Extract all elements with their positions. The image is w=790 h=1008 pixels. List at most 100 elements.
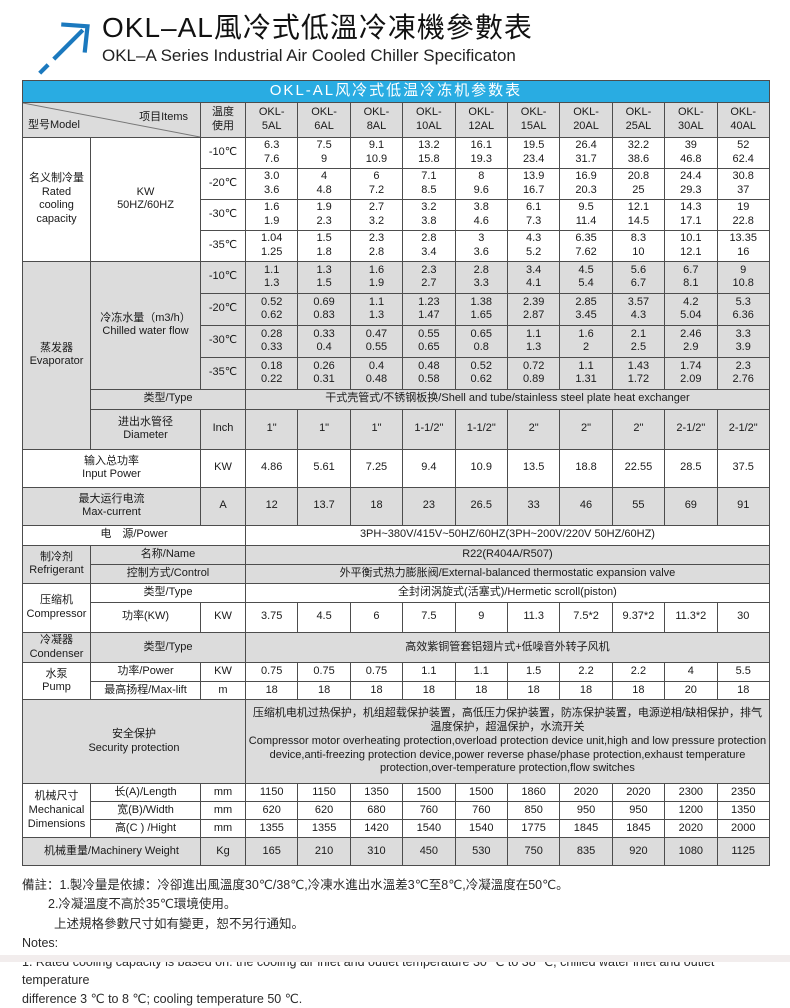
value-cell: 0.33 0.4	[297, 324, 351, 358]
compressor-type-row: 压缩机 Compressor 类型/Type 全封闭涡旋式(活塞式)/Hermet…	[22, 582, 770, 633]
value-cell: 2020	[611, 783, 666, 803]
security-label: 安全保护 Security protection	[22, 699, 246, 785]
value-cell: 8.3 10	[611, 229, 666, 262]
value-cell: 2"	[506, 408, 561, 450]
value-cell: 2.39 2.87	[506, 292, 561, 326]
value-cell: 1.1	[454, 662, 508, 683]
value-cell: 55	[611, 486, 666, 526]
value-cell: 210	[297, 837, 351, 867]
temp-cell: -35℃	[200, 229, 246, 262]
diameter-label: 进出水管径 Diameter	[90, 408, 201, 450]
value-cell: 6.1 7.3	[506, 198, 561, 231]
value-cell: 18	[349, 681, 404, 701]
value-cell: 2.2	[611, 662, 666, 683]
weight-row: 机械重量/Machinery Weight Kg 165 210 310 450 530…	[22, 837, 770, 867]
compressor-type-label: 类型/Type	[90, 582, 246, 603]
security-row: 安全保护 Security protection 压缩机电机过热保护，机组超载保护…	[22, 699, 770, 785]
value-cell: 6.7 8.1	[664, 260, 718, 294]
input-power-label: 输入总功率 Input Power	[22, 448, 201, 488]
value-cell: 30	[716, 601, 770, 633]
value-cell: 9 10.8	[716, 260, 770, 294]
spec-table: OKL-AL风冷式低温冷冻机参数表 型号Model 项目Items 温度 使用 …	[22, 80, 770, 867]
value-cell: 11.3	[506, 601, 561, 633]
value-cell: 4.2 5.04	[664, 292, 718, 326]
temp-cell: -30℃	[200, 324, 246, 358]
value-cell: 1150	[297, 783, 351, 803]
compressor-power-label: 功率(KW)	[90, 601, 201, 633]
value-cell: 13.5	[506, 448, 561, 488]
value-cell: 3.75	[244, 601, 299, 633]
temp-cell: -20℃	[200, 292, 246, 326]
cooling-label: 名义制冷量 Rated cooling capacity	[22, 136, 91, 262]
value-cell: 2.3 2.7	[402, 260, 456, 294]
value-cell: 24.4 29.3	[664, 167, 718, 200]
value-cell: 2300	[664, 783, 718, 803]
value-cell: 9	[454, 601, 508, 633]
note-line: 備註：1.製冷量是依據：冷卻進出風溫度30℃/38℃,冷凍水進出水溫差3℃至8℃…	[22, 878, 569, 893]
value-cell: 4	[664, 662, 718, 683]
input-power-row: 输入总功率 Input Power KW 4.86 5.61 7.25 9.4 10.9 1…	[22, 448, 770, 488]
value-cell: 620	[297, 801, 351, 821]
value-cell: 1540	[402, 819, 456, 839]
compressor-label: 压缩机 Compressor	[22, 582, 91, 633]
page-header: OKL–AL風冷式低溫冷凍機參數表 OKL–A Series Industria…	[0, 0, 790, 80]
value-cell: 2020	[664, 819, 718, 839]
value-cell: 1.3 1.5	[297, 260, 351, 294]
value-cell: 1150	[244, 783, 299, 803]
value-cell: 3 3.6	[454, 229, 508, 262]
value-cell: 37.5	[716, 448, 770, 488]
value-cell: 950	[559, 801, 613, 821]
value-cell: OKL- 25AL	[611, 101, 666, 138]
value-cell: 0.18 0.22	[244, 356, 299, 390]
evaporator-row: -20℃ 0.52 0.62 0.69 0.83 1.1 1.3 1.23 1.47 1.38 1…	[23, 292, 770, 326]
value-cell: 2"	[611, 408, 666, 450]
temp-use-header: 温度 使用	[200, 101, 246, 138]
value-cell: 5.5	[716, 662, 770, 683]
value-cell: 18	[611, 681, 666, 701]
value-cell: 2.3 2.8	[349, 229, 404, 262]
value-cell: 6	[349, 601, 404, 633]
value-cell: 2"	[559, 408, 613, 450]
value-cell: 0.26 0.31	[297, 356, 351, 390]
value-cell: 2.8 3.3	[454, 260, 508, 294]
value-cell: 46	[559, 486, 613, 526]
value-cell: 0.65 0.8	[454, 324, 508, 358]
value-cell: 1845	[559, 819, 613, 839]
refrigerant-label: 制冷剂 Refrigerant	[22, 544, 91, 584]
refrigerant-control-value: 外平衡式热力膨胀阀/External-balanced thermostatic…	[245, 563, 770, 584]
evaporator-row: -35℃ 0.18 0.22 0.26 0.31 0.4 0.48 0.48 0.58 0.52…	[23, 356, 770, 390]
power-value: 3PH~380V/415V~50HZ/60HZ(3PH~200V/220V 50…	[245, 524, 770, 546]
value-cell: 1200	[664, 801, 718, 821]
bottom-strip	[0, 955, 790, 962]
value-cell: 1.9 2.3	[297, 198, 351, 231]
value-cell: 1845	[611, 819, 666, 839]
value-cell: 18	[506, 681, 561, 701]
max-current-unit: A	[200, 486, 246, 526]
value-cell: 1500	[402, 783, 456, 803]
value-cell: 1.1 1.31	[559, 356, 613, 390]
value-cell: 0.47 0.55	[349, 324, 404, 358]
value-cell: 1-1/2"	[402, 408, 456, 450]
max-current-label: 最大运行电流 Max-current	[22, 486, 201, 526]
value-cell: 4 4.8	[297, 167, 351, 200]
value-cell: 0.75	[244, 662, 299, 683]
value-cell: 18	[454, 681, 508, 701]
value-cell: 52 62.4	[716, 136, 770, 169]
value-cell: 760	[402, 801, 456, 821]
value-cell: 12.1 14.5	[611, 198, 666, 231]
value-cell: 7.25	[349, 448, 404, 488]
refrigerant-name-label: 名称/Name	[90, 544, 246, 565]
value-cell: 7.5 9	[297, 136, 351, 169]
cooling-row: -20℃ 3.0 3.6 4 4.8 6 7.2 7.1 8.5 8 9.6 13.9 16.7 16.…	[23, 167, 770, 200]
value-cell: 5.6 6.7	[611, 260, 666, 294]
page-subtitle: OKL–A Series Industrial Air Cooled Chill…	[102, 46, 516, 66]
weight-unit: Kg	[200, 837, 246, 867]
value-cell: OKL- 20AL	[559, 101, 613, 138]
value-cell: 1125	[716, 837, 770, 867]
value-cell: OKL- 30AL	[664, 101, 718, 138]
value-cell: 28.5	[664, 448, 718, 488]
value-cell: 1350	[349, 783, 404, 803]
compressor-power-row: 功率(KW) KW 3.75 4.5 6 7.5 9 11.3 7.5*2 9.37*2 11.…	[23, 601, 770, 633]
value-cell: 7.1 8.5	[402, 167, 456, 200]
value-cell: 1.1 1.3	[244, 260, 299, 294]
